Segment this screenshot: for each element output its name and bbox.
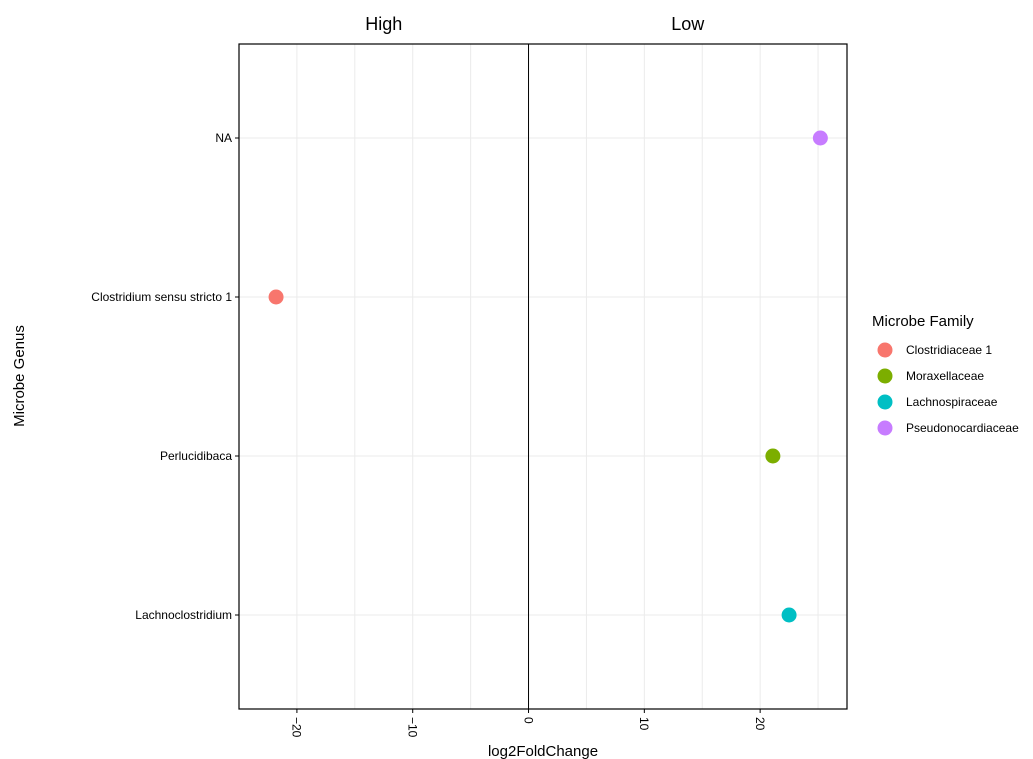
x-tick-label: 10 [637, 717, 651, 731]
facet-label-low: Low [671, 14, 705, 34]
y-tick-label: Perlucidibaca [160, 449, 232, 463]
legend-title: Microbe Family [872, 313, 974, 330]
plot-panel-border [238, 43, 848, 710]
y-tick-label: Lachnoclostridium [135, 608, 232, 622]
x-tick-label: −20 [290, 717, 304, 738]
legend-swatch [877, 394, 893, 410]
legend-entry-label: Moraxellaceae [906, 369, 984, 383]
facet-label-high: High [365, 14, 402, 34]
legend-swatch [877, 342, 893, 358]
legend-swatch [877, 368, 893, 384]
y-axis-label: Microbe Genus [11, 325, 28, 427]
legend-entry-label: Lachnospiraceae [906, 395, 998, 409]
data-point [812, 130, 828, 146]
legend-entry-label: Pseudonocardiaceae [906, 421, 1019, 435]
x-tick-label: 20 [753, 717, 767, 731]
x-tick-label: −10 [406, 717, 420, 738]
y-tick-label: NA [215, 131, 232, 145]
data-point [268, 289, 284, 305]
legend-entry-label: Clostridiaceae 1 [906, 343, 992, 357]
x-tick-label: 0 [521, 717, 535, 724]
y-tick-label: Clostridium sensu stricto 1 [91, 290, 232, 304]
x-axis-label: log2FoldChange [488, 743, 598, 759]
data-point [765, 448, 781, 464]
legend-swatch [877, 420, 893, 436]
data-point [781, 607, 797, 623]
